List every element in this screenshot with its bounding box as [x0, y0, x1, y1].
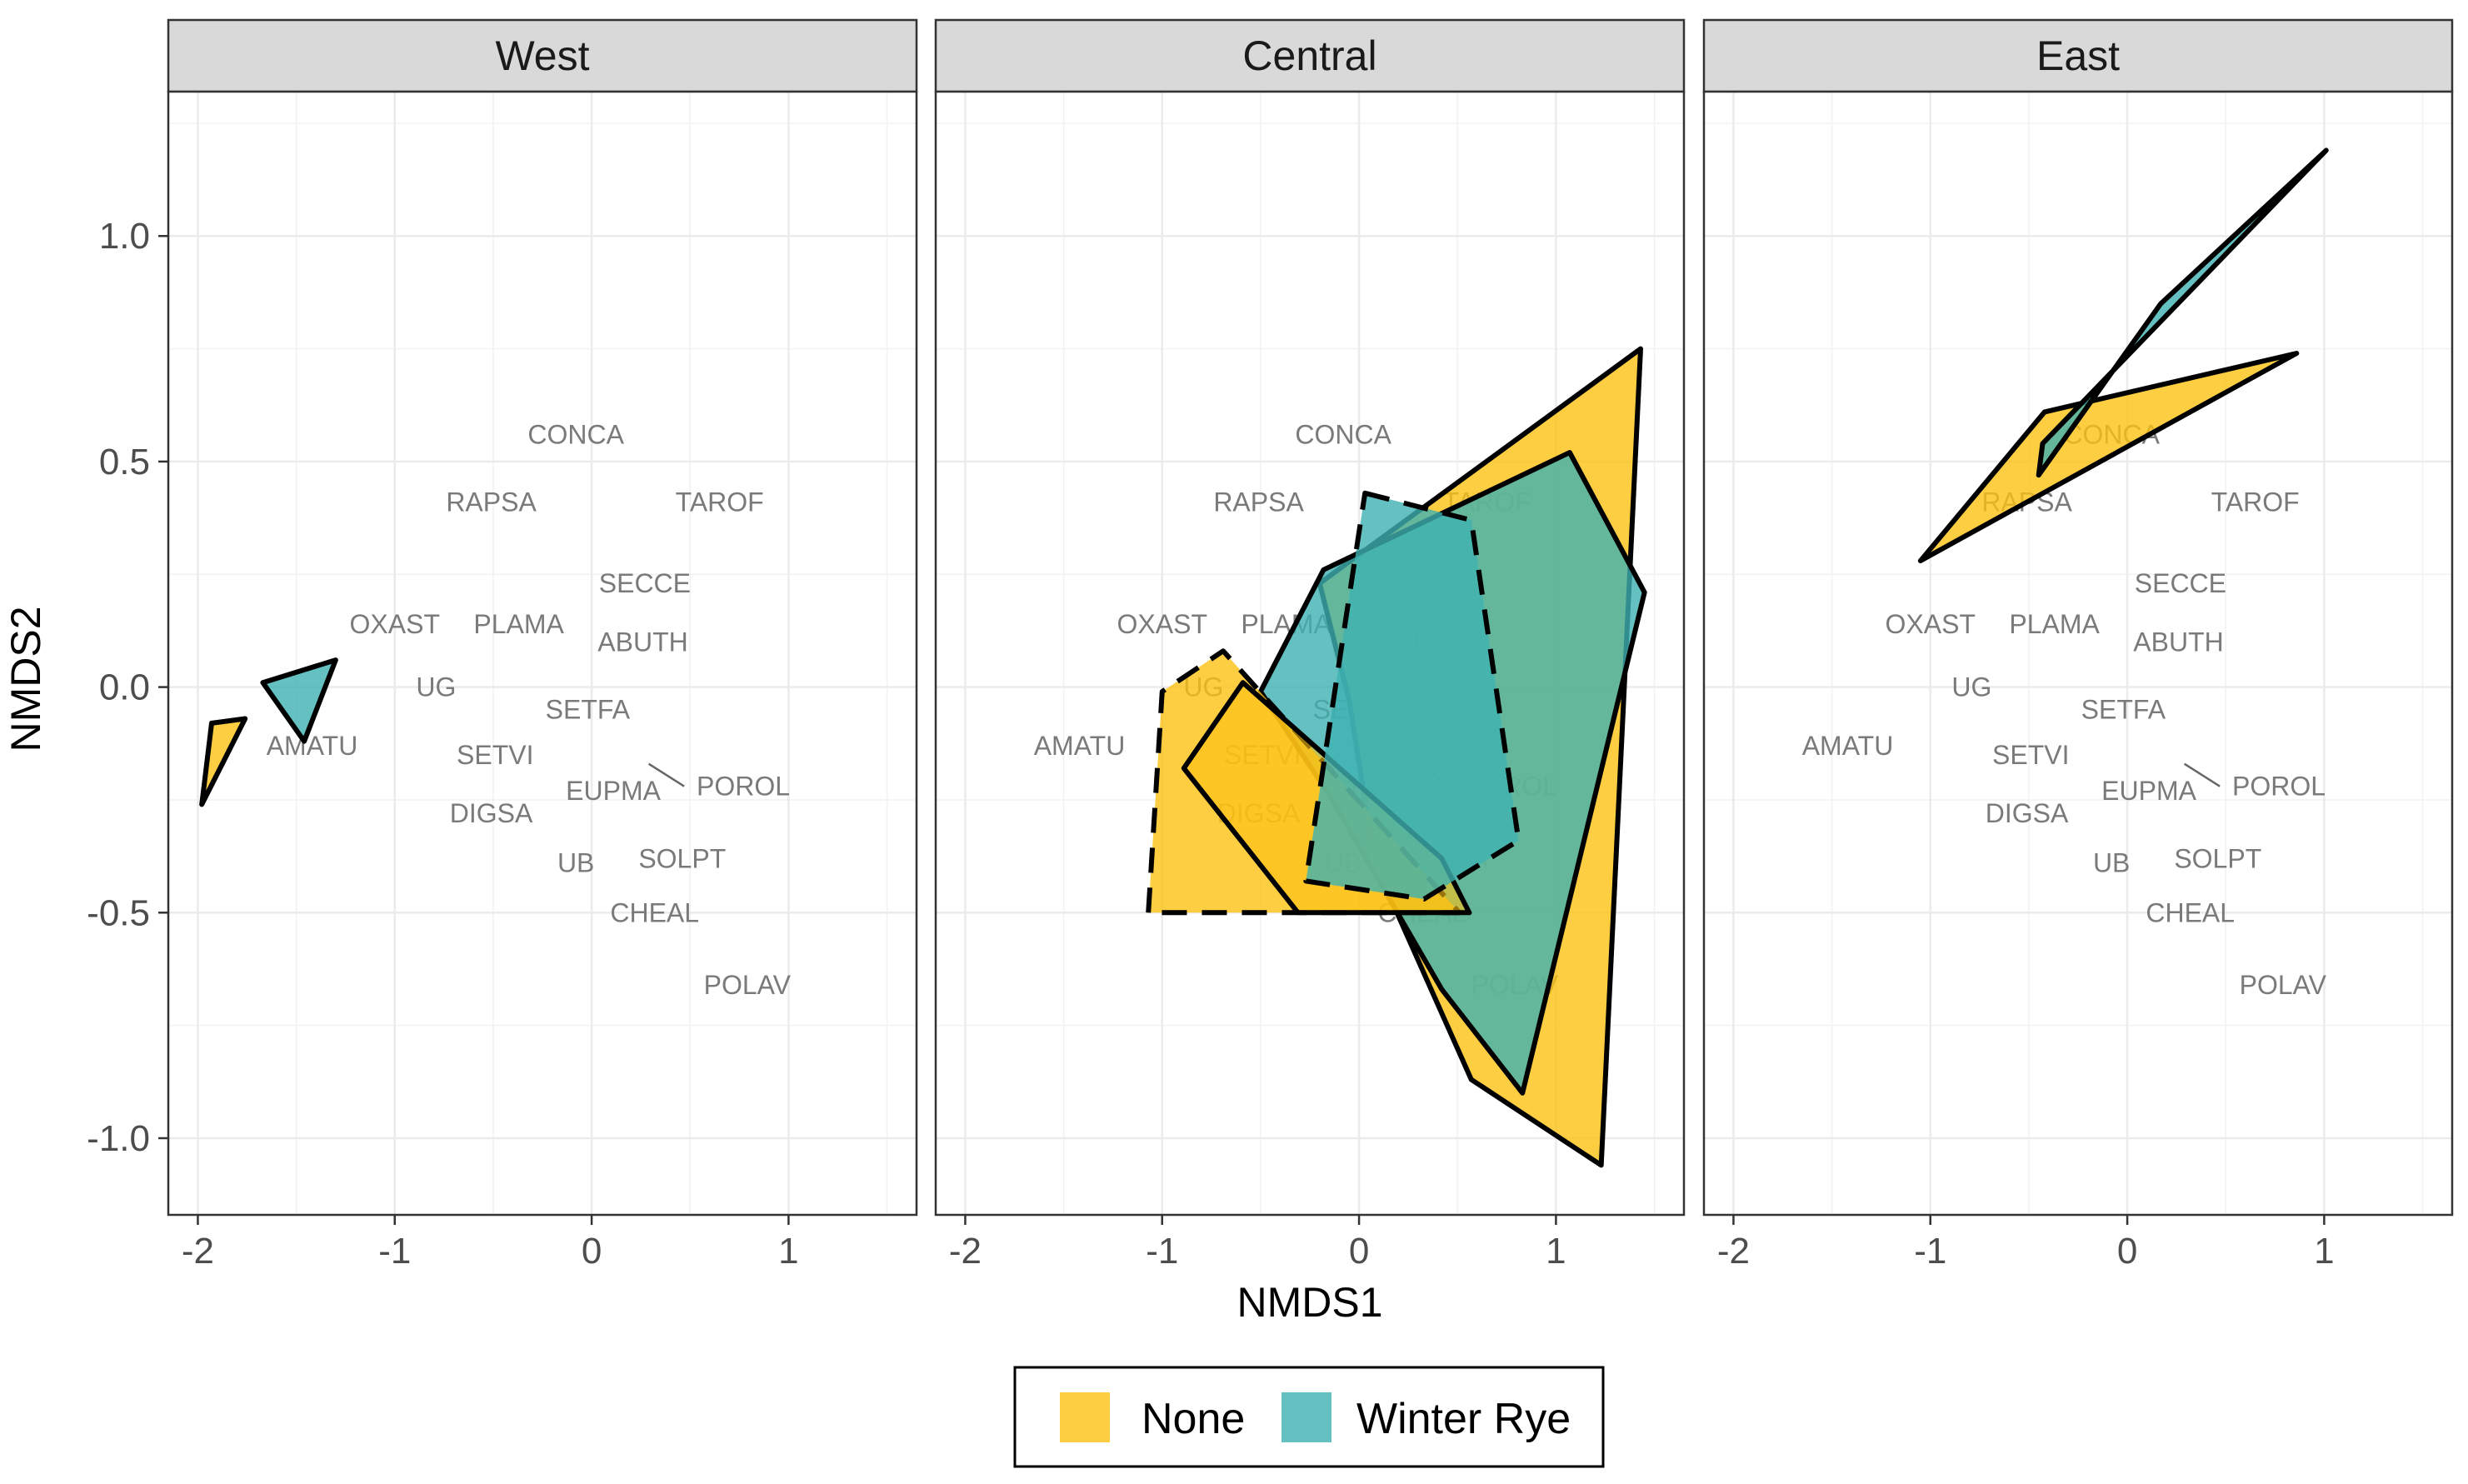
species-label-rapsa: RAPSA	[446, 487, 537, 517]
strip-label-west: West	[496, 32, 590, 79]
species-label-porol: POROL	[697, 772, 790, 802]
x-tick-label: 1	[778, 1231, 798, 1272]
x-tick-label: -1	[1146, 1231, 1178, 1272]
plot-background-east	[1704, 92, 2452, 1215]
x-tick-label: -1	[378, 1231, 411, 1272]
x-axis-west: -2 -1 0 1	[182, 1215, 799, 1272]
legend-key-winter-rye	[1281, 1392, 1331, 1442]
x-axis-east: -2 -1 0 1	[1717, 1215, 2335, 1272]
species-label-porol: POROL	[2232, 772, 2326, 802]
species-label-cheal: CHEAL	[2146, 897, 2235, 927]
hulls-central	[1146, 346, 1647, 1168]
species-label-conca: CONCA	[527, 419, 624, 449]
x-axis-central: -2 -1 0 1	[949, 1215, 1566, 1272]
y-tick-label: 0.5	[99, 442, 150, 482]
species-label-ub: UB	[557, 848, 594, 878]
species-label-polav: POLAV	[2240, 970, 2327, 1000]
x-tick-label: 1	[1546, 1231, 1566, 1272]
y-tick-label: 1.0	[99, 216, 150, 257]
panel-border-east	[1702, 90, 2454, 1217]
legend-label-winter-rye: Winter Rye	[1356, 1395, 1571, 1443]
legend-key-none	[1060, 1392, 1110, 1442]
species-label-ug: UG	[1951, 672, 1991, 702]
x-tick-label: -2	[182, 1231, 214, 1272]
species-label-amatu: AMATU	[1802, 731, 1894, 761]
species-connector-line	[2183, 762, 2221, 787]
x-tick-label: 0	[2117, 1231, 2137, 1272]
species-label-amatu: AMATU	[1034, 731, 1126, 761]
species-label-polav: POLAV	[704, 970, 792, 1000]
x-tick-label: 1	[2314, 1231, 2334, 1272]
species-label-oxast: OXAST	[350, 609, 440, 639]
hull-none	[199, 716, 248, 807]
species-label-abuth: ABUTH	[2133, 627, 2223, 657]
x-tick-label: 0	[582, 1231, 602, 1272]
species-label-oxast: OXAST	[1886, 609, 1976, 639]
grid-east	[1704, 92, 2452, 1215]
strip-central	[934, 18, 1686, 93]
panel-border-west	[167, 90, 918, 1217]
strip-west	[167, 18, 918, 93]
y-axis: -1.0 -0.5 0.0 0.5 1.0	[87, 216, 168, 1159]
y-tick-label: -1.0	[87, 1118, 150, 1159]
grid-west	[168, 92, 917, 1215]
species-labels-west: CONCA RAPSA TAROF SECCE OXAST PLAMA ABUTH UG SET…	[267, 419, 792, 999]
species-label-solpt: SOLPT	[2174, 843, 2261, 873]
species-label-solpt: SOLPT	[638, 843, 726, 873]
species-label-conca: CONCA	[1295, 419, 1391, 449]
species-label-plama: PLAMA	[473, 609, 564, 639]
legend: None Winter Rye	[1013, 1366, 1605, 1468]
hulls-west	[199, 657, 338, 807]
species-label-secce: SECCE	[599, 568, 691, 598]
species-label-ub: UB	[2093, 848, 2130, 878]
panel-central: CentralCONCARAPSATAROFSECCEOXASTPLAMAABU…	[934, 18, 1686, 1272]
species-label-secce: SECCE	[2135, 568, 2226, 598]
species-label-amatu: AMATU	[267, 731, 358, 761]
species-label-digsa: DIGSA	[450, 798, 533, 828]
species-label-digsa: DIGSA	[1986, 798, 2069, 828]
x-tick-label: -2	[949, 1231, 982, 1272]
panel-border-central	[934, 90, 1686, 1217]
species-label-rapsa: RAPSA	[1213, 487, 1304, 517]
species-label-tarof: TAROF	[2211, 487, 2300, 517]
panel-east: EastCONCARAPSATAROFSECCEOXASTPLAMAABUTHU…	[1702, 18, 2454, 1272]
y-tick-label: 0.0	[99, 667, 150, 708]
hull-winter-rye	[2036, 147, 2329, 478]
plot-background-west	[168, 92, 917, 1215]
species-label-tarof: TAROF	[676, 487, 764, 517]
hull-none	[1917, 351, 2300, 563]
x-tick-label: -2	[1717, 1231, 1750, 1272]
species-label-abuth: ABUTH	[597, 627, 687, 657]
legend-label-none: None	[1142, 1395, 1245, 1443]
y-tick-label: -0.5	[87, 892, 150, 933]
species-connector-line	[647, 762, 685, 787]
y-axis-title: NMDS2	[2, 606, 49, 752]
species-label-setfa: SETFA	[546, 695, 631, 725]
strip-label-central: Central	[1242, 32, 1376, 79]
species-label-setvi: SETVI	[1992, 740, 2069, 770]
x-tick-label: 0	[1349, 1231, 1369, 1272]
species-label-setvi: SETVI	[457, 740, 533, 770]
hulls-east	[1917, 147, 2329, 563]
x-axis-title: NMDS1	[1236, 1279, 1382, 1326]
hull-winter-rye-dashed	[1303, 490, 1521, 902]
species-label-setfa: SETFA	[2081, 695, 2166, 725]
species-label-cheal: CHEAL	[610, 897, 699, 927]
species-label-oxast: OXAST	[1117, 609, 1207, 639]
facet-panels: West CONCA RAPSA TAROF SECCE OXAST PLAMA ABUTH U…	[87, 18, 2454, 1272]
species-label-plama: PLAMA	[2009, 609, 2100, 639]
species-label-eupma: EUPMA	[2101, 776, 2196, 806]
x-tick-label: -1	[1914, 1231, 1946, 1272]
strip-east	[1702, 18, 2454, 93]
strip-label-east: East	[2036, 32, 2120, 79]
panel-west: West CONCA RAPSA TAROF SECCE OXAST PLAMA ABUTH U…	[87, 18, 918, 1272]
species-label-eupma: EUPMA	[566, 776, 661, 806]
species-label-ug: UG	[416, 672, 456, 702]
hull-winter-rye	[260, 657, 338, 744]
